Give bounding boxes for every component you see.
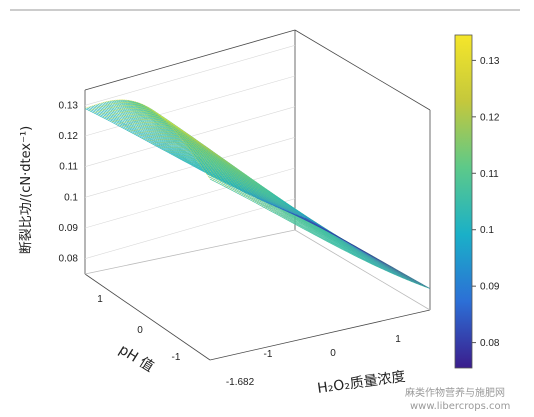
surface-line	[243, 191, 369, 263]
surface-line	[106, 113, 233, 191]
z-tick-label: 0.12	[59, 131, 79, 142]
x-axis-ticks: -1.682 -1 0 1	[226, 334, 401, 388]
watermark-line2: www.libercrops.com	[410, 401, 510, 412]
surface-line	[212, 175, 338, 248]
surface-line	[152, 110, 374, 257]
surface-line	[247, 193, 373, 265]
grid-line	[84, 45, 296, 106]
surface-line	[256, 197, 382, 269]
grid-line	[84, 137, 296, 198]
colorbar-ticks: 0.08 0.09 0.1 0.11 0.12 0.13	[472, 56, 500, 349]
x-tick-label: -1	[264, 349, 273, 360]
colorbar-tick-label: 0.1	[480, 225, 494, 236]
z-tick-label: 0.08	[59, 254, 79, 265]
surface-line	[238, 189, 365, 261]
surface-line	[102, 110, 228, 189]
z-tick-label: 0.13	[59, 100, 79, 111]
surface-line	[304, 217, 431, 289]
surface-line	[186, 162, 312, 234]
colorbar-tick-label: 0.13	[480, 56, 500, 67]
surface-line	[120, 122, 246, 198]
surface-line	[225, 182, 351, 254]
surface-line	[155, 144, 281, 217]
z-axis-title: 断裂比功/(cN·dtex⁻¹)	[19, 126, 34, 254]
surface-line	[234, 187, 360, 259]
y-tick-label: 0	[137, 325, 143, 336]
y-axis-title: pH 值	[116, 342, 157, 376]
colorbar-tick-label: 0.11	[480, 169, 499, 180]
surface-line	[124, 124, 250, 200]
surface-mesh	[84, 99, 431, 289]
grid-line	[84, 75, 296, 137]
surface-line	[89, 102, 215, 182]
z-tick-label: 0.09	[59, 223, 79, 234]
surface-line	[111, 116, 237, 193]
colorbar-tick-label: 0.09	[480, 282, 500, 293]
surface-line	[252, 195, 378, 267]
surface-line	[221, 180, 347, 252]
grid-line	[84, 167, 296, 229]
z-axis-ticks: 0.08 0.09 0.1 0.11 0.12 0.13	[59, 100, 79, 264]
x-tick-label: -1.682	[226, 377, 255, 388]
surface-line	[230, 184, 356, 257]
y-tick-label: -1	[172, 352, 181, 363]
surface-line	[150, 108, 372, 256]
grid-line	[84, 198, 296, 259]
x-axis-title: H₂O₂质量浓度	[316, 369, 406, 397]
colorbar-tick-label: 0.12	[480, 112, 500, 123]
surface-line	[260, 199, 387, 271]
colorbar	[454, 34, 473, 369]
z-tick-label: 0.1	[64, 192, 78, 203]
surface-line	[156, 112, 377, 259]
x-tick-label: 1	[395, 334, 401, 345]
surface-line	[203, 171, 329, 243]
axes-box	[84, 29, 431, 361]
y-axis-ticks: 1 0 -1	[97, 294, 181, 363]
surface-line	[216, 178, 343, 250]
surface-line	[84, 99, 211, 180]
surface-line	[115, 119, 242, 196]
watermark-line1: 麻类作物营养与施肥网	[405, 386, 505, 399]
surface-line	[208, 173, 334, 245]
x-tick-label: 0	[330, 348, 336, 359]
y-tick-label: 1	[97, 294, 103, 305]
colorbar-tick-label: 0.08	[480, 338, 500, 349]
surface-line	[154, 111, 375, 258]
z-tick-label: 0.11	[59, 162, 78, 173]
